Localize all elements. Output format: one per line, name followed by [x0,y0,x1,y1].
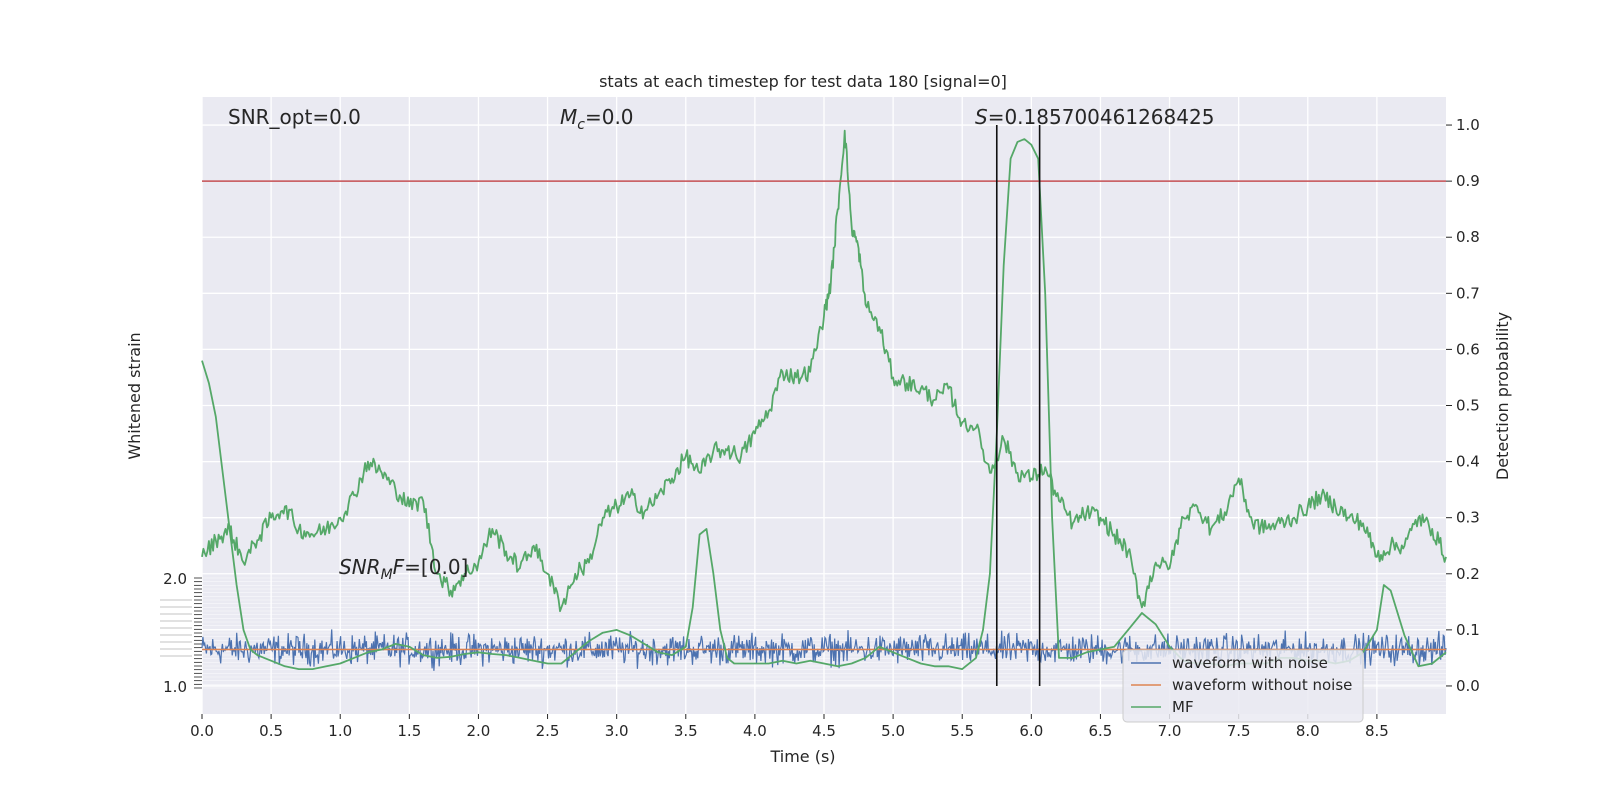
left-axis-top-label: 2.0 [163,570,187,588]
chirp-mass-value: =0.0 [585,105,634,129]
s-annotation: S=0.185700461268425 [975,105,1214,129]
x-tick-label-4: 2.0 [467,722,491,740]
snr-mf-mid: F [393,555,405,579]
x-tick-label-7: 3.5 [674,722,698,740]
chart-title: stats at each timestep for test data 180… [599,72,1007,91]
snr-opt-annotation: SNR_opt=0.0 [228,105,361,129]
x-tick-label-2: 1.0 [328,722,352,740]
right-tick-label-0: 0.0 [1456,677,1480,695]
series-running-probability [201,129,1447,613]
right-tick-label-8: 0.8 [1456,228,1480,246]
x-axis-title: Time (s) [769,747,835,766]
legend-label-mf: MF [1172,698,1194,716]
snr-mf-value: =[0.0] [404,555,468,579]
snr-mf-subscript: M [381,567,393,583]
right-tick-label-2: 0.2 [1456,565,1480,583]
right-tick-label-9: 0.9 [1456,172,1480,190]
legend-label-clean: waveform without noise [1172,676,1352,694]
left-axis-title: Whitened strain [125,332,144,459]
x-axis-ticks: 0.0 0.5 1.0 1.5 2.0 2.5 3.0 3.5 4.0 4.5 5.0 5.5 6.0 6… [190,714,1389,740]
right-axis-ticks: 0.0 0.1 0.2 0.3 0.4 0.5 0.6 0.7 0.8 0.9 1.0 [1446,116,1480,695]
s-symbol: S [975,105,988,129]
x-tick-label-15: 7.5 [1227,722,1251,740]
right-tick-label-7: 0.7 [1456,284,1480,302]
snr-mf-annotation: SNRMF=[0.0] [339,555,468,583]
right-axis-title: Detection probability [1493,312,1512,480]
x-tick-label-14: 7.0 [1158,722,1182,740]
x-tick-label-17: 8.5 [1365,722,1389,740]
right-tick-label-3: 0.3 [1456,509,1480,527]
snr-mf-symbol: SNR [339,555,381,579]
x-tick-label-5: 2.5 [536,722,560,740]
legend: waveform with noise waveform without noi… [1122,649,1364,723]
right-tick-label-1: 0.1 [1456,621,1480,639]
x-tick-label-13: 6.5 [1089,722,1113,740]
s-value: =0.185700461268425 [988,105,1215,129]
x-tick-label-16: 8.0 [1296,722,1320,740]
chirp-mass-symbol: M [560,105,577,129]
legend-label-noise: waveform with noise [1172,654,1328,672]
x-tick-label-6: 3.0 [605,722,629,740]
x-tick-label-9: 4.5 [812,722,836,740]
event-markers [995,125,1041,686]
legend-box [1122,649,1364,723]
chirp-mass-annotation: Mc=0.0 [560,105,634,133]
right-tick-label-5: 0.5 [1456,397,1480,415]
x-tick-label-12: 6.0 [1019,722,1043,740]
x-tick-label-11: 5.5 [950,722,974,740]
x-tick-label-10: 5.0 [881,722,905,740]
right-tick-label-6: 0.6 [1456,340,1480,358]
x-tick-label-1: 0.5 [259,722,283,740]
x-tick-label-3: 1.5 [397,722,421,740]
x-tick-label-8: 4.0 [743,722,767,740]
left-axis-bottom-label: 1.0 [163,678,187,696]
right-tick-label-10: 1.0 [1456,116,1480,134]
chirp-mass-subscript: c [577,117,585,133]
right-tick-label-4: 0.4 [1456,453,1480,471]
probability-path [201,129,1447,613]
x-tick-label-0: 0.0 [190,722,214,740]
